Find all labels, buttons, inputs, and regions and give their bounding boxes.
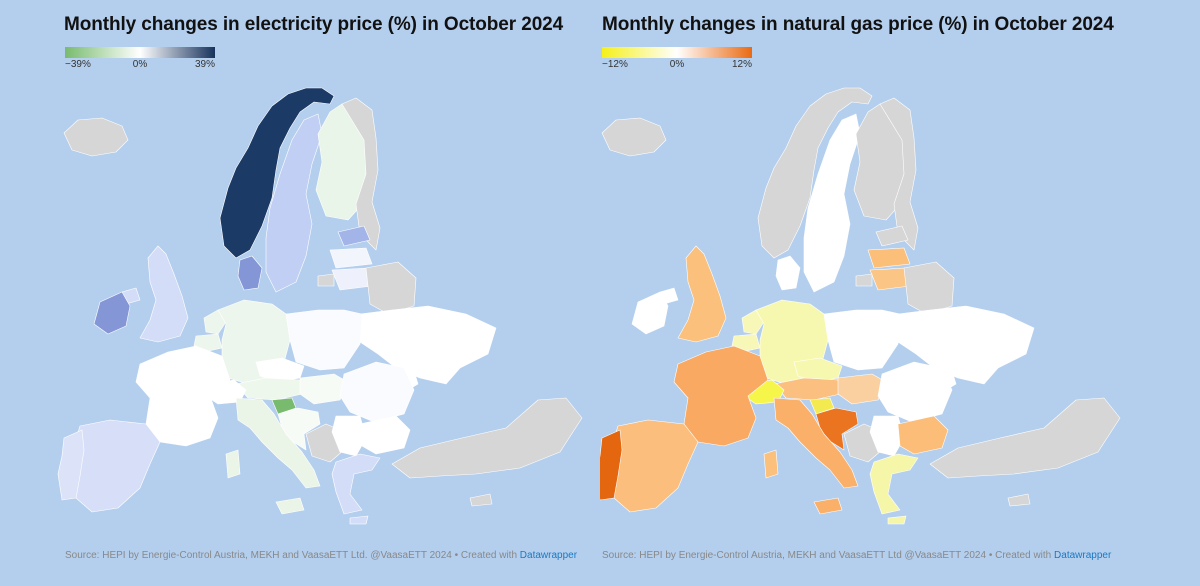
country-latvia <box>329 247 373 269</box>
country-sicily <box>275 497 305 515</box>
country-belarus <box>903 261 955 315</box>
datawrapper-link[interactable]: Datawrapper <box>519 550 578 561</box>
electricity-panel: Monthly changes in electricity price (%)… <box>0 0 583 586</box>
country-uk <box>139 245 189 343</box>
country-estonia <box>875 225 909 247</box>
country-cyprus <box>469 493 493 507</box>
chart-title: Monthly changes in natural gas price (%)… <box>602 14 1114 35</box>
country-poland <box>823 309 901 371</box>
country-ireland <box>631 291 669 335</box>
gas-panel: Monthly changes in natural gas price (%)… <box>600 0 1180 586</box>
country-sweden <box>265 113 323 293</box>
legend-gradient-bar <box>602 47 752 58</box>
country-netherlands <box>741 309 765 335</box>
source-text: Source: HEPI by Energie-Control Austria,… <box>602 550 1055 561</box>
country-bulgaria <box>359 415 411 455</box>
country-cyprus <box>1007 493 1031 507</box>
country-sicily <box>813 497 843 515</box>
country-italy <box>773 397 859 489</box>
country-spain <box>69 419 161 513</box>
country-norway <box>219 87 335 259</box>
country-lithuania <box>331 267 373 291</box>
europe-choropleth-map <box>600 87 1121 525</box>
country-sweden <box>803 113 861 293</box>
source-note: Source: HEPI by Energie-Control Austria,… <box>602 550 1111 561</box>
legend-min-label: −39% <box>65 59 91 70</box>
country-romania <box>339 361 415 423</box>
country-slovenia <box>271 397 297 415</box>
country-italy <box>235 397 321 489</box>
country-hungary <box>837 373 887 405</box>
country-sardinia <box>763 449 779 479</box>
legend-mid-label: 0% <box>132 59 148 70</box>
country-france <box>135 345 231 447</box>
country-bulgaria <box>897 415 949 455</box>
country-belgium <box>731 333 761 353</box>
country-ireland <box>93 291 131 335</box>
country-denmark <box>237 255 263 291</box>
country-belarus <box>365 261 417 315</box>
source-note: Source: HEPI by Energie-Control Austria,… <box>65 550 577 561</box>
country-estonia <box>337 225 371 247</box>
color-legend: −39% 0% 39% <box>65 47 215 77</box>
legend-min-label: −12% <box>602 59 628 70</box>
country-uk <box>677 245 727 343</box>
legend-mid-label: 0% <box>669 59 685 70</box>
chart-title: Monthly changes in electricity price (%)… <box>64 14 564 35</box>
country-romania <box>877 361 953 423</box>
legend-max-label: 12% <box>731 59 752 70</box>
country-sardinia <box>225 449 241 479</box>
country-latvia <box>867 247 911 269</box>
datawrapper-link[interactable]: Datawrapper <box>1054 550 1112 561</box>
country-poland <box>285 309 363 371</box>
country-kaliningrad <box>855 273 873 287</box>
country-netherlands <box>203 309 227 335</box>
country-belgium <box>193 333 223 353</box>
country-portugal <box>600 429 623 501</box>
country-iceland <box>601 117 667 157</box>
europe-choropleth-map <box>57 87 583 525</box>
country-turkey <box>391 397 583 479</box>
legend-max-label: 39% <box>194 59 215 70</box>
country-russia-north <box>879 97 919 251</box>
color-legend: −12% 0% 12% <box>602 47 752 77</box>
country-norway <box>757 87 873 259</box>
country-russia-north <box>341 97 381 251</box>
country-france <box>673 345 769 447</box>
country-iceland <box>63 117 129 157</box>
country-portugal <box>57 429 85 501</box>
source-text: Source: HEPI by Energie-Control Austria,… <box>65 550 520 561</box>
country-ukraine <box>897 305 1035 385</box>
country-hungary <box>299 373 349 405</box>
country-slovenia <box>809 397 835 415</box>
country-greece <box>869 453 919 525</box>
country-greece <box>331 453 381 525</box>
country-ukraine <box>359 305 497 385</box>
country-denmark <box>775 255 801 291</box>
country-spain <box>607 419 699 513</box>
country-lithuania <box>869 267 911 291</box>
legend-gradient-bar <box>65 47 215 58</box>
country-kaliningrad <box>317 273 335 287</box>
country-turkey <box>929 397 1121 479</box>
